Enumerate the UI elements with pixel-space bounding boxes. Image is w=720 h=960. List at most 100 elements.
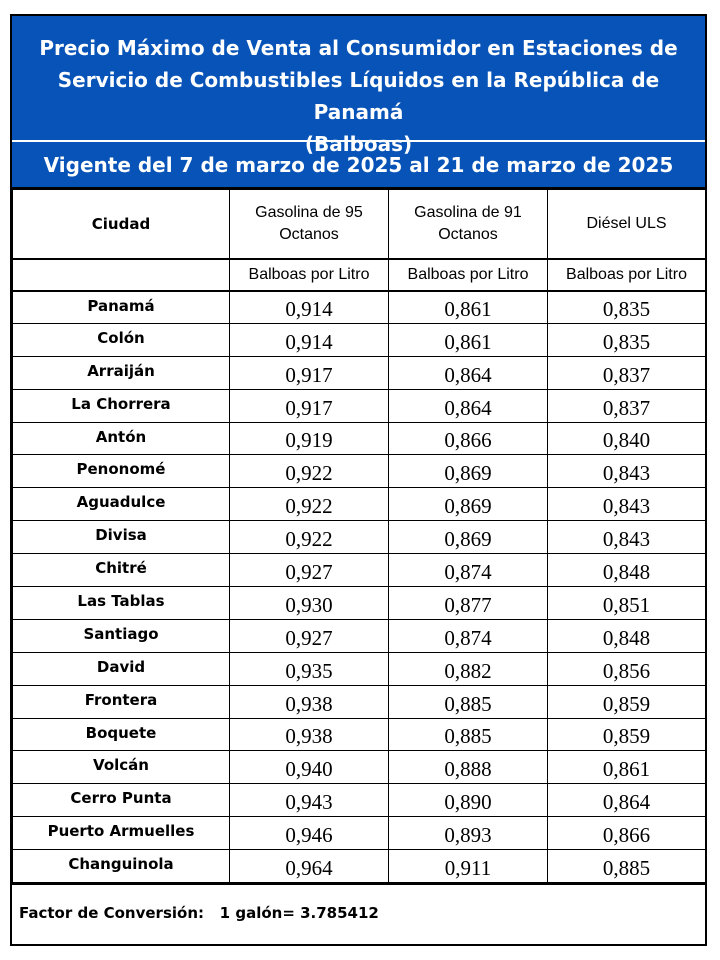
- gasoline-95-price: 0,914: [229, 290, 389, 324]
- gasoline-95-price: 0,964: [229, 849, 389, 884]
- table-row: Puerto Armuelles 0,946 0,893 0,866: [12, 816, 706, 851]
- city-cell: Panamá: [12, 290, 230, 324]
- table-row: Las Tablas 0,930 0,877 0,851: [12, 586, 706, 620]
- gasoline-95-price: 0,919: [229, 421, 389, 456]
- title-line-2: Servicio de Combustibles Líquidos en la …: [57, 68, 660, 124]
- city-cell: Santiago: [12, 618, 230, 653]
- unit-gasoline-95: Balboas por Litro: [229, 258, 389, 292]
- conversion-factor: Factor de Conversión: 1 galón= 3.785412: [12, 883, 705, 944]
- gasoline-95-price: 0,927: [229, 553, 389, 588]
- gasoline-95-price: 0,922: [229, 454, 389, 489]
- city-cell: Divisa: [12, 520, 230, 555]
- table-row: Cerro Punta 0,943 0,890 0,864: [12, 783, 706, 818]
- city-column-header: Ciudad: [12, 189, 230, 260]
- price-sheet: Precio Máximo de Venta al Consumidor en …: [10, 14, 707, 946]
- table-row: Changuinola 0,964 0,911 0,885: [12, 849, 706, 884]
- column-header-row: Ciudad Gasolina de 95 Octanos Gasolina d…: [12, 189, 706, 260]
- table-row: Chitré 0,927 0,874 0,848: [12, 553, 706, 588]
- diesel-price: 0,848: [547, 618, 706, 653]
- gasoline-91-price: 0,888: [388, 750, 548, 785]
- table-row: Boquete 0,938 0,885 0,859: [12, 717, 706, 752]
- diesel-price: 0,837: [547, 355, 706, 390]
- gasoline-95-price: 0,935: [229, 651, 389, 686]
- gasoline-95-price: 0,927: [229, 618, 389, 653]
- gasoline-95-price: 0,943: [229, 783, 389, 818]
- gasoline-91-price: 0,866: [388, 421, 548, 456]
- table-row: Frontera 0,938 0,885 0,859: [12, 684, 706, 719]
- gasoline-95-price: 0,917: [229, 388, 389, 423]
- diesel-price: 0,856: [547, 651, 706, 686]
- gasoline-95-price: 0,917: [229, 355, 389, 390]
- diesel-price: 0,840: [547, 421, 706, 456]
- diesel-price: 0,885: [547, 849, 706, 884]
- gasoline-95-header-line-2: Octanos: [279, 225, 339, 243]
- diesel-price: 0,835: [547, 290, 706, 324]
- diesel-price: 0,843: [547, 487, 706, 522]
- gasoline-95-header-line-1: Gasolina de 95: [255, 203, 363, 221]
- gasoline-91-price: 0,869: [388, 454, 548, 489]
- city-cell: Volcán: [12, 750, 230, 785]
- city-cell: Boquete: [12, 717, 230, 752]
- gasoline-91-price: 0,885: [388, 717, 548, 752]
- city-cell: Las Tablas: [12, 586, 230, 620]
- city-cell: Arraiján: [12, 355, 230, 390]
- city-cell: Puerto Armuelles: [12, 816, 230, 851]
- city-cell: Penonomé: [12, 454, 230, 489]
- unit-gasoline-91: Balboas por Litro: [388, 258, 548, 292]
- gasoline-91-price: 0,861: [388, 322, 548, 357]
- gasoline-91-price: 0,861: [388, 290, 548, 324]
- gasoline-91-price: 0,874: [388, 618, 548, 653]
- gasoline-91-price: 0,885: [388, 684, 548, 719]
- diesel-price: 0,866: [547, 816, 706, 851]
- gasoline-95-price: 0,922: [229, 520, 389, 555]
- gasoline-95-price: 0,938: [229, 717, 389, 752]
- unit-diesel: Balboas por Litro: [547, 258, 706, 292]
- gasoline-95-price: 0,922: [229, 487, 389, 522]
- gasoline-91-price: 0,864: [388, 388, 548, 423]
- title-banner: Precio Máximo de Venta al Consumidor en …: [12, 16, 705, 156]
- gasoline-95-price: 0,940: [229, 750, 389, 785]
- city-cell: La Chorrera: [12, 388, 230, 423]
- table-row: Antón 0,919 0,866 0,840: [12, 421, 706, 456]
- diesel-price: 0,837: [547, 388, 706, 423]
- gasoline-95-column-header: Gasolina de 95 Octanos: [229, 189, 389, 260]
- gasoline-91-price: 0,864: [388, 355, 548, 390]
- diesel-price: 0,861: [547, 750, 706, 785]
- table-row: David 0,935 0,882 0,856: [12, 651, 706, 686]
- city-cell: Aguadulce: [12, 487, 230, 522]
- diesel-price: 0,843: [547, 520, 706, 555]
- diesel-column-header: Diésel ULS: [547, 189, 706, 260]
- diesel-price: 0,851: [547, 586, 706, 620]
- table-row: Santiago 0,927 0,874 0,848: [12, 618, 706, 653]
- gasoline-91-header-line-2: Octanos: [438, 225, 498, 243]
- gasoline-95-price: 0,946: [229, 816, 389, 851]
- gasoline-91-price: 0,869: [388, 487, 548, 522]
- table-row: Arraiján 0,917 0,864 0,837: [12, 355, 706, 390]
- diesel-price: 0,843: [547, 454, 706, 489]
- table-row: Colón 0,914 0,861 0,835: [12, 322, 706, 357]
- gasoline-95-price: 0,930: [229, 586, 389, 620]
- gasoline-91-price: 0,911: [388, 849, 548, 884]
- diesel-price: 0,859: [547, 684, 706, 719]
- city-cell: Cerro Punta: [12, 783, 230, 818]
- city-cell: David: [12, 651, 230, 686]
- table-row: La Chorrera 0,917 0,864 0,837: [12, 388, 706, 423]
- city-cell: Colón: [12, 322, 230, 357]
- unit-row: Balboas por Litro Balboas por Litro Balb…: [12, 258, 706, 292]
- diesel-price: 0,859: [547, 717, 706, 752]
- gasoline-91-price: 0,893: [388, 816, 548, 851]
- table-row: Aguadulce 0,922 0,869 0,843: [12, 487, 706, 522]
- table-row: Volcán 0,940 0,888 0,861: [12, 750, 706, 785]
- city-cell: Changuinola: [12, 849, 230, 884]
- validity-banner: Vigente del 7 de marzo de 2025 al 21 de …: [12, 142, 705, 189]
- unit-cell-empty: [12, 258, 230, 292]
- gasoline-91-column-header: Gasolina de 91 Octanos: [388, 189, 548, 260]
- diesel-price: 0,835: [547, 322, 706, 357]
- city-cell: Chitré: [12, 553, 230, 588]
- table-row: Divisa 0,922 0,869 0,843: [12, 520, 706, 555]
- city-cell: Frontera: [12, 684, 230, 719]
- table-row: Panamá 0,914 0,861 0,835: [12, 290, 706, 324]
- gasoline-95-price: 0,938: [229, 684, 389, 719]
- title-line-1: Precio Máximo de Venta al Consumidor en …: [39, 36, 678, 60]
- city-cell: Antón: [12, 421, 230, 456]
